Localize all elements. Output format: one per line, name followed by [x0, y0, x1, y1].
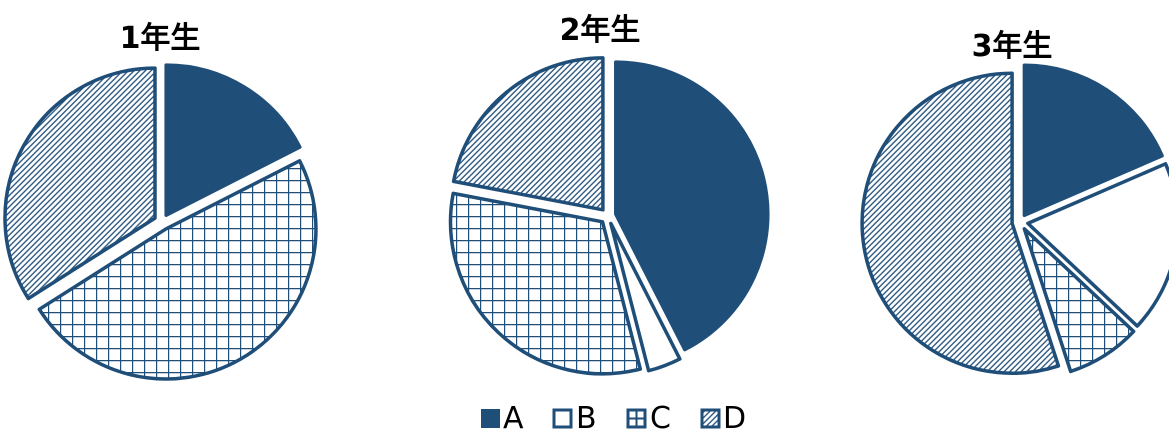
legend-item-a: A [481, 401, 524, 432]
pie-chart-grade-3: 3年生 [860, 29, 1169, 375]
pie-slice-c [1022, 227, 1136, 374]
pie-title-grade-2: 2年生 [560, 13, 641, 48]
legend-swatch-a [481, 409, 500, 428]
pie-chart-grade-2: 2年生 [448, 13, 770, 376]
legend-label-b: B [576, 401, 597, 432]
pie-title-grade-1: 1年生 [120, 21, 201, 56]
pie-slice-d [451, 56, 605, 212]
legend-label-c: C [650, 401, 671, 432]
legend-swatch-d [700, 408, 721, 429]
pie-slice-b [609, 221, 682, 373]
pie-slice-a [1022, 63, 1164, 218]
pie-slice-a [164, 63, 302, 217]
pie-chart-grade-1: 1年生 [3, 21, 318, 381]
pie-slice-b [1026, 162, 1169, 328]
pie-title-grade-3: 3年生 [972, 29, 1053, 64]
legend-swatch-b [552, 408, 573, 429]
pie-slice-c [37, 159, 318, 381]
pie-slice-d [860, 71, 1061, 375]
legend-item-c: C [626, 401, 671, 432]
legend-label-a: A [503, 401, 524, 432]
pie-slice-a [614, 60, 770, 352]
pie-slice-d [3, 66, 157, 301]
legend: A B C D [481, 401, 746, 432]
legend-label-d: D [723, 401, 746, 432]
legend-item-d: D [700, 401, 746, 432]
pie-slice-c [448, 191, 643, 376]
legend-item-b: B [552, 401, 597, 432]
